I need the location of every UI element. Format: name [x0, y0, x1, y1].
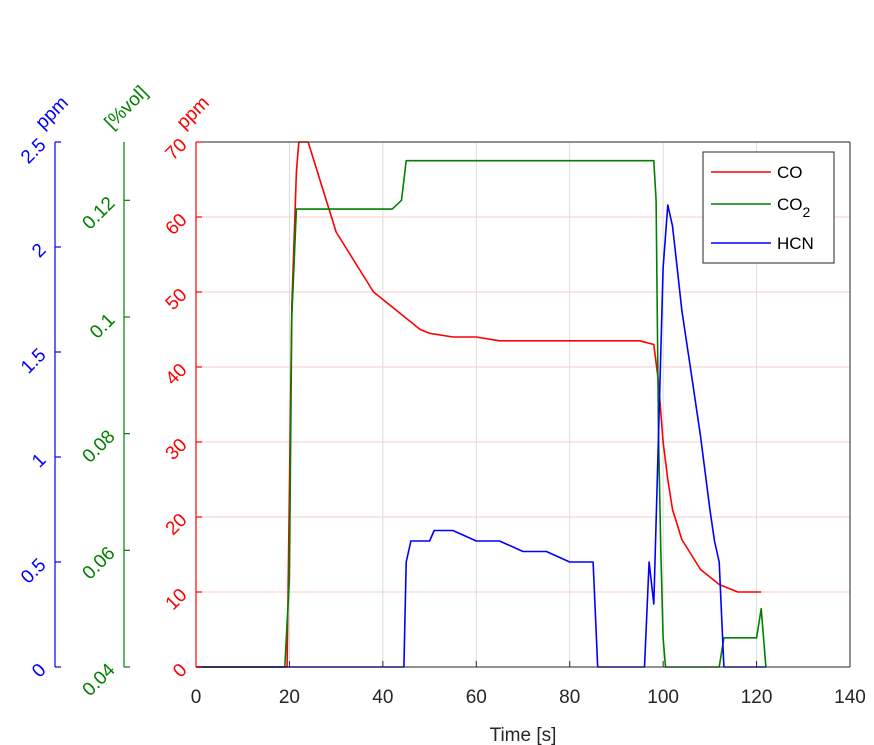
x-tick-label: 60: [466, 687, 487, 708]
x-tick-label: 120: [741, 687, 773, 708]
y-tick-label: 60: [162, 210, 192, 240]
y-tick-label: 1.5: [17, 345, 51, 379]
y-tick-label: 0.04: [79, 659, 120, 700]
y-tick-label: 30: [162, 435, 192, 465]
y-tick-label: 2.5: [17, 135, 51, 169]
legend-label-hcn: HCN: [777, 234, 814, 253]
x-tick-label: 100: [647, 687, 679, 708]
plot-series: [196, 141, 767, 668]
x-tick-label: 20: [279, 687, 300, 708]
co2-axis: 0.04 0.06 0.08 0.1 0.12 [%vol]: [79, 82, 153, 701]
legend-box: [702, 151, 835, 264]
y-tick-label: 0.5: [17, 555, 51, 589]
y-tick-label: 0.06: [79, 543, 120, 584]
y-tick-label: 20: [162, 510, 192, 540]
x-tick-label: 40: [372, 687, 393, 708]
y-tick-label: 70: [162, 135, 192, 165]
plot-frame: [196, 141, 851, 668]
y-tick-label: 10: [162, 585, 192, 615]
y-axis-title: ppm: [173, 93, 214, 134]
y-axes: 00.511.522.5ppm0.040.060.080.10.12[%vol]…: [17, 82, 214, 701]
x-tick-label: 0: [191, 687, 202, 708]
y-axis-title: ppm: [32, 93, 73, 134]
y-axis-title: [%vol]: [101, 82, 152, 133]
y-tick-label: 0: [169, 660, 191, 682]
series-line-co: [196, 141, 762, 668]
legend: CO CO2 HCN: [702, 151, 835, 264]
y-tick-label: 0.12: [79, 193, 120, 234]
y-tick-label: 2: [28, 240, 50, 262]
y-tick-label: 50: [162, 285, 192, 315]
y-tick-label: 0.1: [86, 310, 120, 344]
series-line-hcn: [196, 204, 766, 668]
y-tick-label: 40: [162, 360, 192, 390]
legend-label-co: CO: [777, 163, 803, 182]
x-axis: 0 20 40 60 80 100 120 140 Time [s]: [191, 661, 866, 745]
y-tick-label: 0.08: [79, 426, 120, 467]
x-tick-label: 80: [559, 687, 580, 708]
x-axis-title: Time [s]: [490, 725, 557, 745]
x-tick-label: 140: [834, 687, 866, 708]
series-line-co2: [196, 159, 767, 668]
y-tick-label: 1: [28, 450, 50, 472]
y-tick-label: 0: [28, 660, 50, 682]
legend-label-co2: CO2: [777, 195, 811, 220]
